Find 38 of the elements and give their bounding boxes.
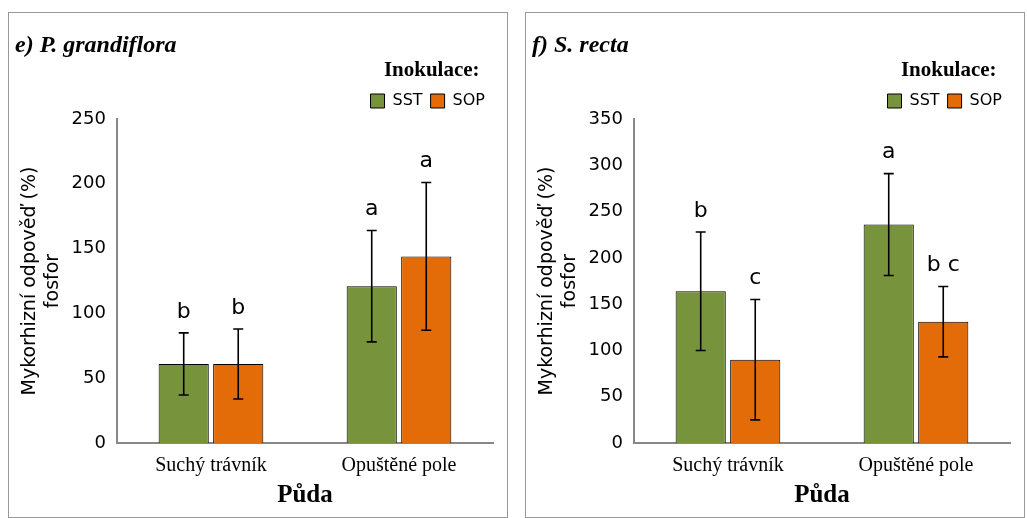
y-axis-title: Mykorhizní odpověď (%) fosfor (17, 166, 63, 396)
x-tick-label: Suchý trávník (155, 453, 267, 477)
y-tick-label: 200 (588, 245, 623, 267)
annotation: b (231, 293, 246, 319)
y-tick-label: 50 (600, 384, 623, 406)
x-tick-label: Opuštěné pole (858, 453, 974, 477)
chart-title: f) S. recta (532, 30, 629, 57)
legend-label: SST (909, 90, 940, 110)
y-tick-label: 150 (588, 291, 623, 313)
annotation: a (419, 147, 433, 173)
y-tick-label: 300 (588, 152, 623, 174)
x-tick-label: Suchý trávník (672, 453, 784, 477)
annotation: b (176, 297, 191, 323)
annotation: a (364, 195, 379, 221)
annotation: a (881, 138, 896, 164)
y-tick-label: 200 (71, 171, 106, 193)
y-tick-label: 250 (71, 106, 106, 128)
y-tick-label: 50 (83, 365, 106, 387)
annotation: c (749, 264, 762, 290)
y-tick-label: 250 (588, 199, 623, 221)
x-tick-label: Opuštěné pole (341, 453, 457, 477)
legend-title: Inokulace: (383, 56, 480, 81)
y-tick-label: 150 (71, 236, 106, 258)
y-tick-label: 0 (94, 430, 106, 452)
legend-label: SST (392, 90, 423, 110)
x-axis-title: Půda (277, 480, 334, 508)
y-tick-label: 0 (611, 430, 623, 452)
y-tick-label: 100 (71, 301, 106, 323)
y-tick-label: 100 (588, 338, 623, 360)
legend-label: SOP (969, 90, 1003, 110)
annotation: b (693, 196, 708, 222)
chart-title: e) P. grandiflora (15, 30, 177, 57)
legend-title: Inokulace: (900, 56, 997, 81)
annotation: b c (926, 251, 960, 277)
x-axis-title: Půda (794, 480, 851, 508)
y-tick-label: 350 (588, 106, 623, 128)
legend-label: SOP (452, 90, 486, 110)
y-axis-title: Mykorhizní odpověď (%) fosfor (534, 166, 580, 396)
